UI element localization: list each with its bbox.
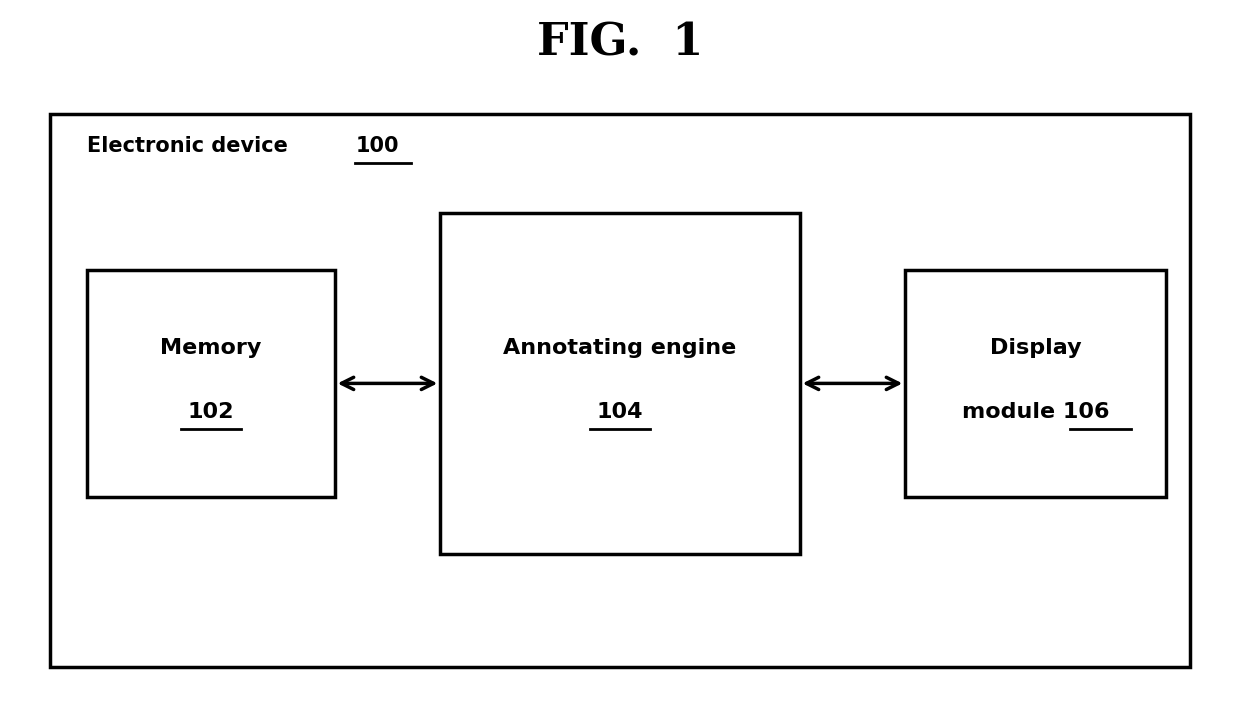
Text: Display: Display	[990, 338, 1081, 358]
FancyBboxPatch shape	[50, 114, 1190, 667]
Text: FIG.  1: FIG. 1	[537, 21, 703, 64]
Text: 102: 102	[187, 402, 234, 422]
FancyBboxPatch shape	[905, 270, 1166, 497]
Text: module 106: module 106	[962, 402, 1109, 422]
Text: Electronic device: Electronic device	[87, 136, 295, 155]
FancyBboxPatch shape	[87, 270, 335, 497]
Text: Annotating engine: Annotating engine	[503, 338, 737, 358]
Text: 104: 104	[596, 402, 644, 422]
Text: 100: 100	[356, 136, 399, 155]
Text: Memory: Memory	[160, 338, 262, 358]
FancyBboxPatch shape	[440, 213, 800, 554]
